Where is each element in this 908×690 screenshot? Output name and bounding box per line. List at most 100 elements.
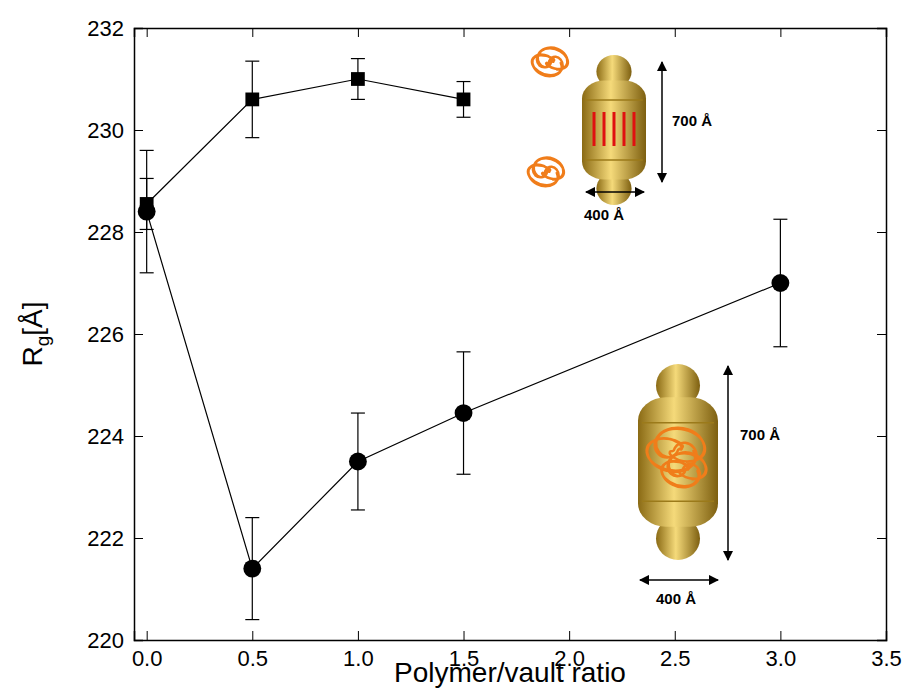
vault xyxy=(638,364,718,560)
vault-stripe xyxy=(613,112,616,146)
x-tick-mark xyxy=(780,631,781,640)
y-tick-mark xyxy=(134,334,143,335)
x-tick: 0.5 xyxy=(237,631,268,671)
x-tick-label: 0.5 xyxy=(237,646,268,671)
series-line xyxy=(147,79,464,204)
x-tick: 0.0 xyxy=(132,631,163,671)
y-tick-label: 228 xyxy=(87,220,124,245)
x-tick: 2.5 xyxy=(660,631,691,671)
error-bar-cap xyxy=(773,346,787,347)
error-bar xyxy=(351,59,365,100)
x-tick-label: 1.0 xyxy=(343,646,374,671)
x-tick-mark xyxy=(569,631,570,640)
y-axis-title: Rg[Å] xyxy=(17,301,53,366)
y-tick-mark xyxy=(134,232,143,233)
y-tick-right xyxy=(877,232,886,233)
x-tick-mark xyxy=(147,631,148,640)
x-tick-mark-top xyxy=(569,28,570,37)
error-bar-cap xyxy=(773,219,787,220)
error-bar-cap xyxy=(351,99,365,100)
vault xyxy=(582,55,646,205)
y-tick-right xyxy=(877,436,886,437)
vault-body xyxy=(638,397,718,526)
vault-ridge xyxy=(642,422,714,424)
x-tick-top xyxy=(464,28,465,37)
point xyxy=(351,72,365,86)
y-tick-label: 226 xyxy=(87,322,124,347)
y-tick-mark-right xyxy=(877,28,886,29)
y-tick: 226 xyxy=(87,322,143,347)
error-bar-cap xyxy=(140,150,154,151)
annotation: 400 Å xyxy=(584,206,624,223)
x-tick-mark-top xyxy=(147,28,148,37)
annotation: 700 Å xyxy=(740,426,780,443)
error-bar-cap xyxy=(457,474,471,475)
vault-stripe xyxy=(593,112,596,146)
y-tick-right xyxy=(877,640,886,641)
y-axis-right xyxy=(877,29,887,641)
polymer-coil xyxy=(662,452,707,487)
vault-stripe xyxy=(633,112,636,146)
y-tick: 222 xyxy=(87,526,143,551)
y-tick-right xyxy=(877,334,886,335)
error-bar-cap xyxy=(351,509,365,510)
x-tick: 1.0 xyxy=(343,631,374,671)
vault-ridge xyxy=(642,500,714,502)
x-tick-mark xyxy=(675,631,676,640)
vault-ridge xyxy=(585,159,643,161)
y-tick-mark-right xyxy=(877,538,886,539)
y-tick-right xyxy=(877,28,886,29)
y-tick-label: 224 xyxy=(87,424,124,449)
error-bar xyxy=(245,61,259,137)
x-tick-mark xyxy=(464,631,465,640)
y-tick-label: 230 xyxy=(87,118,124,143)
point xyxy=(457,93,471,107)
series xyxy=(140,59,471,230)
x-axis-top xyxy=(135,28,887,37)
error-bar-cap xyxy=(457,81,471,82)
y-axis: 220222224226228230232 xyxy=(87,16,143,653)
x-tick-top xyxy=(358,28,359,37)
y-tick-mark-right xyxy=(877,334,886,335)
polymer-coil xyxy=(528,158,564,187)
vault-stripe xyxy=(603,112,606,146)
y-tick: 228 xyxy=(87,220,143,245)
polymer-coil xyxy=(532,48,568,77)
error-bar-cap xyxy=(245,517,259,518)
y-tick-right xyxy=(877,130,886,131)
y-tick-label: 222 xyxy=(87,526,124,551)
x-axis-title: Polymer/vault ratio xyxy=(394,657,626,688)
dimension-arrow xyxy=(661,62,663,182)
vault-body xyxy=(582,81,646,180)
illustrations: 700 Å 400 Å 700 Å 400 Å xyxy=(528,48,780,607)
error-bar xyxy=(457,82,471,118)
dimension-arrow xyxy=(727,366,729,560)
error-bar-cap xyxy=(140,272,154,273)
error-bar-cap xyxy=(351,412,365,413)
point xyxy=(243,560,261,578)
error-bar-cap xyxy=(245,619,259,620)
point xyxy=(771,274,789,292)
y-tick-label: 232 xyxy=(87,16,124,41)
dimension-arrow xyxy=(640,579,718,581)
x-tick-mark-top xyxy=(464,28,465,37)
y-tick: 230 xyxy=(87,118,143,143)
x-tick-mark-top xyxy=(358,28,359,37)
series xyxy=(138,150,790,619)
y-tick-mark xyxy=(134,130,143,131)
x-tick-top xyxy=(675,28,676,37)
error-bar-cap xyxy=(245,61,259,62)
x-axis-line xyxy=(135,631,887,641)
x-tick-label: 2.5 xyxy=(660,646,691,671)
error-bar-cap xyxy=(457,117,471,118)
data-layer xyxy=(138,59,790,620)
series-line xyxy=(147,212,781,569)
vault-stripe xyxy=(623,112,626,146)
x-tick-top xyxy=(569,28,570,37)
error-bar-cap xyxy=(457,351,471,352)
y-tick-mark-right xyxy=(877,130,886,131)
y-axis-line xyxy=(135,29,144,641)
annotation: 400 Å xyxy=(656,590,696,607)
annotation: 700 Å xyxy=(672,112,712,129)
x-tick: 3.0 xyxy=(766,631,797,671)
